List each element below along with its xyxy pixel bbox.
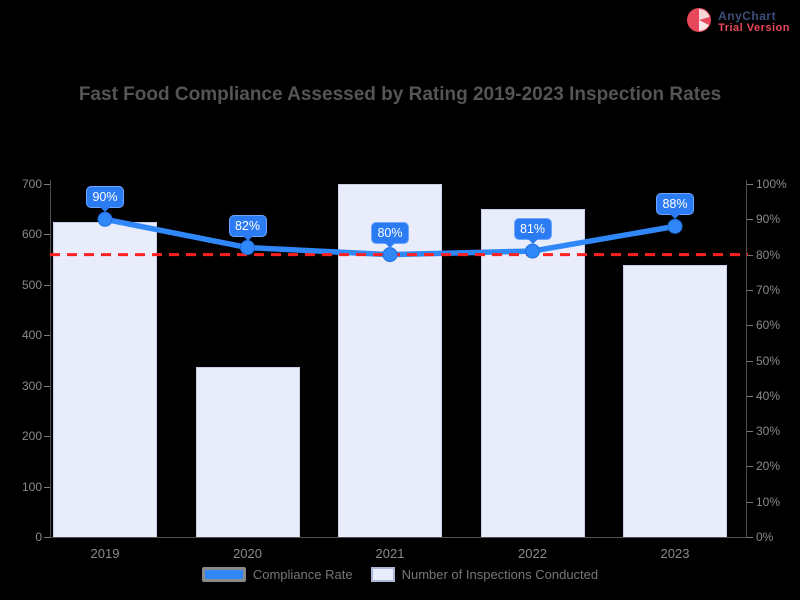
right-axis-tick (747, 501, 753, 503)
left-axis-tick (44, 335, 50, 337)
left-axis-tick-label: 300 (21, 378, 42, 393)
line-marker-2019 (97, 211, 113, 227)
right-axis-tick-label: 40% (756, 388, 781, 403)
data-label-2021: 80% (371, 221, 409, 248)
right-axis-tick-label: 60% (756, 318, 781, 333)
right-axis-tick (747, 184, 753, 185)
x-axis-category-label: 2019 (90, 546, 120, 561)
line-series-swatch (201, 567, 246, 582)
left-axis-tick-label: 400 (21, 328, 42, 343)
bar-2023 (623, 264, 727, 537)
right-axis-tick-label: 70% (756, 282, 781, 297)
left-axis-tick (44, 436, 50, 438)
legend-label-line: Compliance Rate (252, 567, 353, 582)
right-axis-tick (747, 431, 753, 433)
left-axis-tick (44, 234, 50, 236)
legend-item-inspections[interactable]: Number of Inspections Conducted (370, 567, 599, 582)
right-axis-tick (747, 360, 753, 362)
line-marker-2023 (667, 218, 683, 234)
bar-2022 (480, 209, 585, 537)
x-axis-line (50, 537, 747, 538)
right-axis-tick (747, 466, 753, 468)
left-axis-tick (44, 284, 50, 286)
bar-2019 (53, 221, 157, 537)
chart-legend: Compliance Rate Number of Inspections Co… (0, 567, 800, 582)
legend-label-bar: Number of Inspections Conducted (401, 567, 599, 582)
chart-title: Fast Food Compliance Assessed by Rating … (78, 84, 722, 105)
right-axis-tick (747, 254, 753, 256)
x-axis-category-label: 2020 (233, 546, 262, 561)
line-marker-2020 (240, 240, 255, 256)
right-axis-tick-label: 10% (756, 494, 781, 509)
line-marker-2021 (382, 247, 398, 263)
left-axis-tick (44, 184, 50, 185)
x-axis-category-label: 2023 (660, 546, 690, 561)
left-axis-tick (44, 385, 50, 387)
data-label-2022: 81% (513, 218, 552, 245)
bar-series-swatch (370, 567, 395, 582)
x-axis-category-label: 2022 (518, 546, 547, 561)
left-axis-tick-label: 100 (21, 479, 42, 494)
right-axis-tick-label: 90% (756, 212, 781, 227)
right-axis-tick-label: 50% (756, 353, 781, 368)
x-axis-category-label: 2021 (375, 546, 405, 561)
right-axis-tick-label: 100% (756, 177, 787, 191)
left-axis-tick-label: 0 (35, 530, 42, 544)
right-axis-tick (747, 289, 753, 291)
line-marker-2022 (525, 243, 540, 259)
right-axis-tick (747, 325, 753, 327)
y-axis-left-line (50, 180, 51, 538)
right-axis-tick-label: 0% (756, 530, 774, 544)
left-axis-tick-label: 200 (21, 429, 42, 444)
right-axis-tick (747, 537, 753, 538)
watermark-link[interactable]: AnyChart Trial Version (686, 7, 790, 38)
data-label-2019: 90% (86, 186, 124, 213)
right-axis-tick-label: 80% (756, 247, 781, 262)
brand-pie-logo-icon (686, 7, 712, 38)
data-label-2023: 88% (656, 193, 694, 220)
right-axis-tick (747, 395, 753, 397)
right-axis-tick-label: 20% (756, 459, 781, 474)
right-axis-tick (747, 219, 753, 221)
left-axis-tick-label: 600 (21, 227, 42, 242)
bar-2020 (195, 366, 300, 537)
right-axis-tick-label: 30% (756, 424, 781, 439)
left-axis-tick-label: 500 (21, 277, 42, 292)
left-axis-tick (44, 486, 50, 488)
watermark-brand-text: AnyChart (718, 9, 777, 24)
legend-item-compliance-rate[interactable]: Compliance Rate (201, 567, 353, 582)
data-label-2020: 82% (228, 214, 267, 241)
left-axis-tick-label: 700 (21, 177, 42, 191)
watermark-trial-text: Trial Version (718, 22, 790, 35)
left-axis-tick (44, 537, 50, 538)
y-axis-right-line (746, 180, 747, 538)
